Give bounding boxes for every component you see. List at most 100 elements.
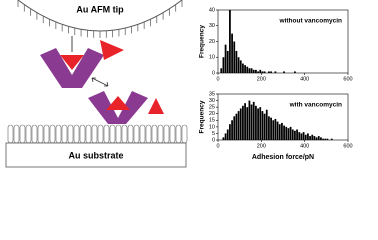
substrate-molecule <box>133 124 140 144</box>
substrate-label: Au substrate <box>68 150 123 160</box>
substrate-molecule <box>91 124 98 144</box>
bar <box>261 111 264 140</box>
bar <box>274 71 277 73</box>
substrate-molecule <box>145 124 152 144</box>
bar <box>261 71 264 73</box>
y-tick-label: 10 <box>209 55 215 61</box>
bar <box>263 113 266 140</box>
y-axis-label: Frequency <box>199 25 206 58</box>
y-tick-label: 40 <box>209 7 215 13</box>
substrate-molecule <box>61 124 68 144</box>
antibiotic <box>40 48 104 88</box>
substrate-molecule <box>157 124 164 144</box>
x-tick-label: 200 <box>257 143 266 149</box>
substrate-molecule <box>67 124 74 144</box>
y-tick-label: 0 <box>212 70 215 76</box>
bar <box>322 138 324 140</box>
x-tick-label: 200 <box>257 76 266 82</box>
panel-title: with vancomycin <box>289 102 342 109</box>
bar <box>287 128 290 140</box>
charts: 0 10 20 30 400 200 400 600 without vancomycin Fre… <box>199 7 353 160</box>
bar <box>289 126 292 140</box>
bar <box>330 138 333 140</box>
bar <box>283 125 285 140</box>
bar <box>274 118 277 140</box>
bar <box>324 138 327 140</box>
bar <box>307 133 309 140</box>
y-axis-label: Frequency <box>199 100 206 133</box>
diagram: Au AFM tip Au substrate <box>5 0 188 168</box>
bar <box>239 60 242 73</box>
bar <box>248 100 251 140</box>
x-tick-label: 600 <box>343 143 352 149</box>
peptide <box>60 55 84 70</box>
bar <box>231 120 233 140</box>
x-tick-label: 400 <box>300 143 309 149</box>
bar <box>265 109 268 140</box>
bar <box>272 120 275 140</box>
bar <box>246 107 249 140</box>
bar <box>235 50 238 73</box>
peptide <box>148 98 164 114</box>
substrate-molecule <box>139 124 146 144</box>
peptide <box>100 40 124 60</box>
bar <box>294 130 296 140</box>
bar <box>291 129 294 140</box>
bar <box>285 126 288 140</box>
bar <box>233 116 236 140</box>
y-tick-label: 5 <box>212 131 215 137</box>
bar <box>259 107 262 140</box>
substrate-molecule <box>109 124 116 144</box>
bar <box>294 71 296 73</box>
substrate <box>5 142 187 168</box>
antibiotic <box>88 91 148 124</box>
bar <box>246 66 249 73</box>
panel-title: without vancomycin <box>279 18 343 25</box>
x-tick-label: 600 <box>343 76 352 82</box>
bar <box>242 63 244 73</box>
substrate-molecule <box>31 124 38 144</box>
y-tick-label: 20 <box>209 39 215 45</box>
bar <box>300 133 303 140</box>
bar <box>268 71 270 73</box>
bar <box>257 71 259 73</box>
substrate-molecule <box>13 124 20 144</box>
bar <box>255 105 257 140</box>
y-tick-label: 15 <box>209 118 215 124</box>
peptide <box>106 96 130 110</box>
bar <box>255 69 257 73</box>
bar <box>309 136 311 140</box>
bar <box>239 108 242 140</box>
bar <box>244 103 246 140</box>
bar <box>326 138 329 140</box>
bar <box>276 121 279 140</box>
bar <box>233 41 236 73</box>
y-tick-label: 30 <box>209 98 215 104</box>
y-tick-label: 35 <box>209 91 215 97</box>
tip-molecules <box>17 0 183 38</box>
bar <box>252 101 255 140</box>
bar <box>320 137 322 140</box>
bar <box>259 69 262 73</box>
bar <box>283 71 285 73</box>
substrate-molecule <box>151 124 158 144</box>
substrate-molecule <box>25 124 32 144</box>
substrate-molecules <box>7 124 188 144</box>
bar <box>237 111 240 140</box>
tip-label: Au AFM tip <box>76 4 124 14</box>
bar <box>270 71 272 73</box>
y-tick-label: 30 <box>209 23 215 29</box>
substrate-molecule <box>19 124 26 144</box>
bar <box>226 50 229 73</box>
bar <box>315 137 318 140</box>
bar <box>235 113 238 140</box>
bar <box>302 132 305 140</box>
bar <box>270 117 272 140</box>
bar <box>252 69 255 73</box>
x-tick-label: 400 <box>300 76 309 82</box>
substrate-molecule <box>7 124 14 144</box>
bar <box>278 124 281 140</box>
bar <box>250 104 253 140</box>
x-axis-label: Adhesion force/pN <box>252 154 314 161</box>
bar <box>268 116 270 140</box>
